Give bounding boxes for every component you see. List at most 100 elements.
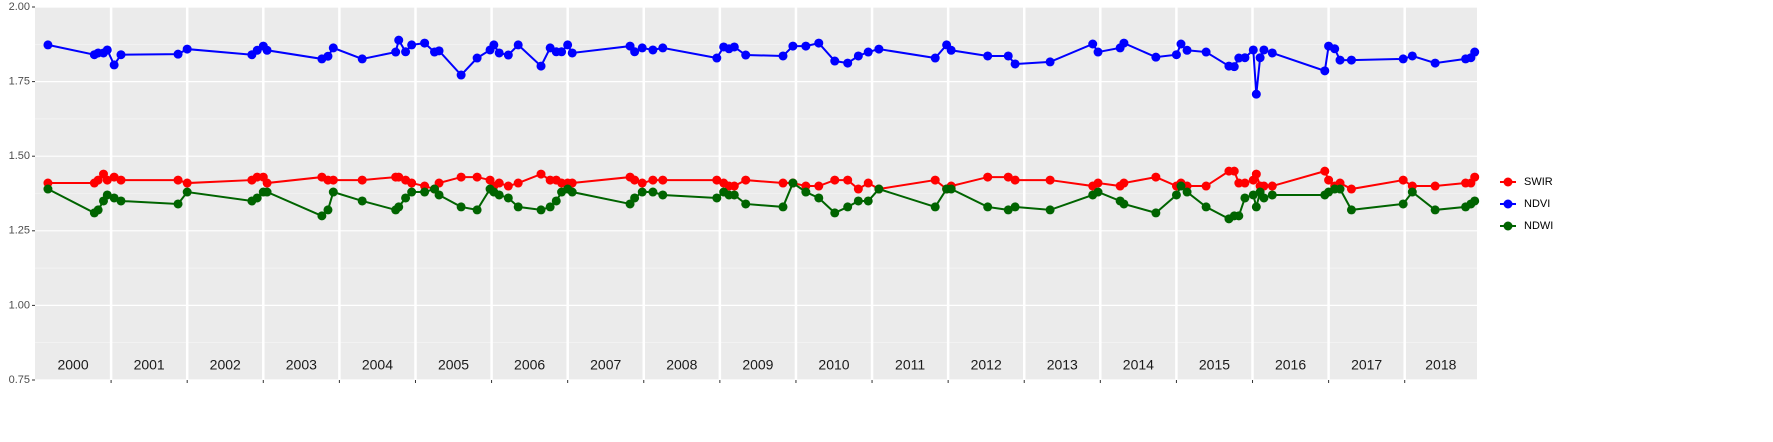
data-point xyxy=(637,187,647,197)
data-point xyxy=(788,41,798,51)
data-point xyxy=(1335,184,1345,194)
data-point xyxy=(1119,178,1129,188)
y-tick-label: 1.25 xyxy=(9,225,30,237)
data-point xyxy=(1010,59,1020,69)
data-point xyxy=(778,51,788,61)
data-point xyxy=(407,178,417,188)
data-point xyxy=(420,187,430,197)
data-point xyxy=(434,190,444,200)
data-point xyxy=(1259,193,1269,203)
data-point xyxy=(182,44,192,54)
data-point xyxy=(567,187,577,197)
data-point xyxy=(563,40,573,50)
data-point xyxy=(1248,190,1258,200)
data-point xyxy=(1267,190,1277,200)
facet-label: 2015 xyxy=(1199,357,1230,373)
data-point xyxy=(1251,202,1261,212)
data-point xyxy=(1240,53,1250,63)
data-point xyxy=(1346,205,1356,215)
data-point xyxy=(394,172,404,182)
data-point xyxy=(1003,172,1013,182)
data-point xyxy=(1346,55,1356,65)
data-point xyxy=(173,175,183,185)
data-point xyxy=(503,50,513,60)
data-point xyxy=(874,44,884,54)
data-point xyxy=(658,43,668,53)
data-point xyxy=(778,202,788,212)
data-point xyxy=(814,193,824,203)
data-point xyxy=(328,43,338,53)
data-point xyxy=(407,187,417,197)
data-point xyxy=(567,48,577,58)
data-point xyxy=(630,175,640,185)
legend-key-point xyxy=(1503,221,1513,231)
data-point xyxy=(843,58,853,68)
facet-label: 2000 xyxy=(57,357,88,373)
data-point xyxy=(630,47,640,57)
facet-label: 2006 xyxy=(514,357,545,373)
data-point xyxy=(1093,187,1103,197)
data-point xyxy=(946,184,956,194)
legend-key-point xyxy=(1503,199,1513,209)
data-point xyxy=(503,181,513,191)
data-point xyxy=(648,45,658,55)
data-point xyxy=(1470,47,1480,57)
data-point xyxy=(930,53,940,63)
data-point xyxy=(1201,202,1211,212)
data-point xyxy=(434,46,444,56)
facet-label: 2001 xyxy=(134,357,165,373)
data-point xyxy=(637,178,647,188)
data-point xyxy=(729,181,739,191)
data-point xyxy=(1010,175,1020,185)
data-point xyxy=(830,56,840,66)
data-point xyxy=(648,175,658,185)
data-point xyxy=(830,208,840,218)
data-point xyxy=(1045,57,1055,67)
data-point xyxy=(1119,199,1129,209)
data-point xyxy=(630,193,640,203)
data-point xyxy=(545,202,555,212)
data-point xyxy=(1176,181,1186,191)
data-point xyxy=(741,50,751,60)
data-point xyxy=(1470,172,1480,182)
data-point xyxy=(1430,181,1440,191)
data-point xyxy=(1003,205,1013,215)
data-point xyxy=(102,175,112,185)
data-point xyxy=(173,199,183,209)
y-tick-label: 0.75 xyxy=(9,374,30,386)
data-point xyxy=(503,193,513,203)
facet-label: 2007 xyxy=(590,357,621,373)
data-point xyxy=(1201,181,1211,191)
data-point xyxy=(43,40,53,50)
data-point xyxy=(1320,166,1330,176)
data-point xyxy=(1330,44,1340,54)
data-point xyxy=(1093,178,1103,188)
data-point xyxy=(1010,202,1020,212)
data-point xyxy=(1320,66,1330,76)
data-point xyxy=(983,51,993,61)
data-point xyxy=(407,40,417,50)
facet-label: 2014 xyxy=(1123,357,1154,373)
data-point xyxy=(472,172,482,182)
data-point xyxy=(394,35,404,45)
data-point xyxy=(173,49,183,59)
data-point xyxy=(513,178,523,188)
data-point xyxy=(1088,39,1098,49)
data-point xyxy=(252,193,262,203)
data-point xyxy=(401,47,411,57)
data-point xyxy=(116,196,126,206)
data-point xyxy=(1407,187,1417,197)
data-point xyxy=(843,202,853,212)
y-tick-label: 1.75 xyxy=(9,76,30,88)
y-tick-label: 1.00 xyxy=(9,299,30,311)
data-point xyxy=(357,196,367,206)
data-point xyxy=(513,202,523,212)
data-point xyxy=(317,211,327,221)
data-point xyxy=(394,202,404,212)
data-point xyxy=(1267,181,1277,191)
data-point xyxy=(93,205,103,215)
data-point xyxy=(1229,166,1239,176)
data-point xyxy=(1003,51,1013,61)
data-point xyxy=(1335,55,1345,65)
data-point xyxy=(648,187,658,197)
